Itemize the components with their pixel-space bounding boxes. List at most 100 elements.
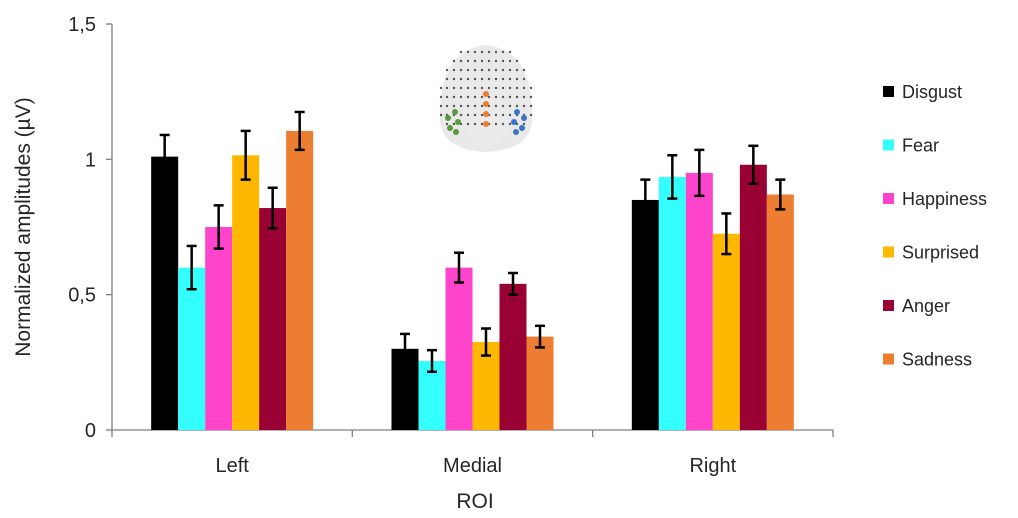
roi-electrode-left [445, 115, 451, 121]
electrode-dot [480, 113, 484, 117]
bar [445, 267, 473, 430]
electrode-dot [466, 77, 470, 81]
y-tick-label: 0 [85, 420, 96, 442]
electrode-dot [501, 68, 505, 72]
electrode-dot [473, 59, 477, 63]
electrode-dot [501, 50, 505, 54]
scalp-map-inset [439, 45, 533, 152]
electrode-dot [508, 122, 512, 126]
error-bar [454, 251, 464, 284]
electrode-dot [473, 95, 477, 99]
electrode-dot [508, 50, 512, 54]
y-axis-label: Normalized amplitudes (µV) [12, 97, 35, 357]
electrode-dot [473, 86, 477, 90]
electrode-dot [508, 68, 512, 72]
legend-label: Anger [902, 296, 950, 316]
electrode-dot [508, 86, 512, 90]
electrode-dot [480, 50, 484, 54]
electrode-dot [452, 104, 456, 108]
electrode-dot [439, 86, 443, 90]
error-bar [294, 110, 305, 152]
roi-electrode-right [511, 119, 517, 125]
error-bar [213, 204, 224, 250]
electrode-dot [522, 104, 526, 108]
roi-electrode-left [447, 125, 453, 131]
bar [526, 336, 554, 430]
plot-area: 0 0,5 1 1,5 Left Medial Right [68, 14, 834, 477]
electrode-dot [508, 95, 512, 99]
bar [286, 130, 314, 430]
roi-electrode-left [455, 119, 461, 125]
electrode-dot [466, 50, 470, 54]
legend-swatch [883, 300, 894, 311]
legend-item: Disgust [883, 82, 962, 102]
electrode-dot [501, 104, 505, 108]
electrode-dot [445, 86, 449, 90]
electrode-dot [480, 95, 484, 99]
electrode-dot [445, 104, 449, 108]
bar [499, 283, 527, 430]
legend-swatch [883, 139, 894, 151]
electrode-dot [459, 104, 463, 108]
electrode-dot [501, 59, 505, 63]
electrode-dot [459, 50, 463, 54]
electrode-dot [494, 95, 498, 99]
electrode-dot [515, 59, 519, 63]
electrode-dot [480, 77, 484, 81]
error-bar [748, 144, 759, 185]
x-tick-label: Left [215, 455, 249, 477]
electrode-dot [522, 68, 526, 72]
electrode-dot [473, 50, 477, 54]
electrode-dot [452, 122, 456, 126]
electrode-dot [522, 86, 526, 90]
electrode-dot [439, 95, 443, 99]
legend-item: Sadness [883, 350, 972, 370]
electrode-dot [529, 104, 533, 108]
electrode-dot [508, 59, 512, 63]
electrode-dot [487, 95, 491, 99]
bar [178, 267, 206, 430]
error-bar [667, 154, 678, 200]
error-bar [400, 332, 410, 365]
roi-electrode-medial [483, 111, 489, 117]
electrode-dot [439, 113, 443, 117]
electrode-dot [473, 113, 477, 117]
electrode-dot [494, 122, 498, 126]
legend-label: Sadness [902, 350, 972, 370]
error-bar [508, 271, 518, 296]
x-axis-label: ROI [456, 490, 493, 513]
legend-label: Happiness [902, 189, 987, 209]
bar [631, 199, 659, 430]
electrode-dot [459, 77, 463, 81]
electrode-dot [501, 95, 505, 99]
electrode-dot [494, 59, 498, 63]
electrode-dot [459, 113, 463, 117]
error-bar [427, 348, 437, 374]
legend-swatch [883, 246, 894, 258]
electrode-dot [466, 95, 470, 99]
error-bar [267, 186, 278, 230]
roi-electrode-left [452, 109, 458, 115]
roi-electrode-right [514, 109, 520, 115]
error-bar [240, 129, 251, 181]
electrode-dot [480, 86, 484, 90]
y-tick-label: 1,5 [68, 14, 96, 36]
electrode-dot [487, 68, 491, 72]
electrode-dot [487, 77, 491, 81]
electrode-dot [466, 113, 470, 117]
roi-electrode-medial [483, 101, 489, 107]
legend: Disgust Fear Happiness Surprised Anger Sadnes… [883, 82, 987, 370]
bar [205, 227, 233, 430]
electrode-dot [480, 104, 484, 108]
electrode-dot [445, 68, 449, 72]
electrode-dot [452, 59, 456, 63]
legend-label: Disgust [902, 82, 962, 102]
electrode-dot [494, 113, 498, 117]
bar [658, 176, 686, 430]
electrode-dot [487, 50, 491, 54]
electrode-dot [529, 113, 533, 117]
electrode-dot [473, 122, 477, 126]
electrode-dot [494, 68, 498, 72]
electrode-dot [445, 77, 449, 81]
